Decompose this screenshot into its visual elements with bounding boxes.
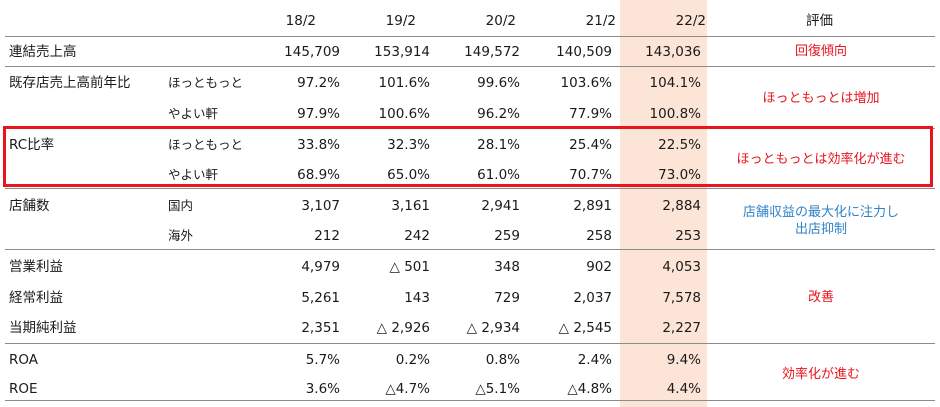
value-cell: 3.6% <box>305 381 340 397</box>
row-label: 連結売上高 <box>9 44 77 60</box>
value-cell: 68.9% <box>297 167 340 183</box>
value-cell: 149,572 <box>464 44 520 60</box>
evaluation-header: 評価 <box>806 13 833 29</box>
row-sublabel: 海外 <box>168 228 194 243</box>
year-header-5: 22/2 <box>675 13 706 29</box>
value-cell: 73.0% <box>658 167 701 183</box>
value-cell: △4.7% <box>385 381 430 397</box>
value-cell: 145,709 <box>284 44 340 60</box>
comment-sales: 回復傾向 <box>794 44 847 59</box>
rc-ratio-highlight-box <box>3 126 933 187</box>
row-label: 既存店売上高前年比 <box>9 75 131 91</box>
value-cell: 2,037 <box>573 290 612 306</box>
comment-stores-1: 店舗収益の最大化に注力し <box>742 205 899 220</box>
fy22-highlight-column <box>620 0 707 407</box>
row-sublabel: ほっともっと <box>168 137 244 152</box>
comment-rc-ratio: ほっともっとは効率化が進む <box>736 152 906 167</box>
value-cell: 2,891 <box>573 198 612 214</box>
divider <box>5 400 935 401</box>
value-cell: 4,053 <box>662 259 701 275</box>
value-cell: 153,914 <box>374 44 430 60</box>
value-cell: 9.4% <box>666 352 701 368</box>
divider <box>5 188 935 189</box>
value-cell: 4.4% <box>666 381 701 397</box>
year-header-4: 21/2 <box>585 13 616 29</box>
value-cell: 61.0% <box>477 167 520 183</box>
value-cell: △ 2,545 <box>558 320 612 336</box>
year-header-1: 18/2 <box>285 13 316 29</box>
row-label: ROA <box>9 352 39 368</box>
comment-profit: 改善 <box>807 290 834 305</box>
year-header-3: 20/2 <box>485 13 516 29</box>
value-cell: △ 2,934 <box>466 320 520 336</box>
value-cell: 97.9% <box>297 106 340 122</box>
row-sublabel: やよい軒 <box>168 106 219 121</box>
value-cell: 103.6% <box>560 75 612 91</box>
value-cell: 22.5% <box>658 137 701 153</box>
comment-existing-store: ほっともっとは増加 <box>762 91 880 106</box>
value-cell: 4,979 <box>301 259 340 275</box>
value-cell: 242 <box>404 228 430 244</box>
value-cell: 729 <box>494 290 520 306</box>
row-label: 店舗数 <box>9 198 50 214</box>
value-cell: 7,578 <box>662 290 701 306</box>
value-cell: 0.8% <box>485 352 520 368</box>
value-cell: 2,884 <box>662 198 701 214</box>
comment-efficiency: 効率化が進む <box>781 367 860 382</box>
value-cell: △4.8% <box>567 381 612 397</box>
row-label: 経常利益 <box>9 290 63 306</box>
value-cell: 3,161 <box>391 198 430 214</box>
comment-stores-2: 出店抑制 <box>794 222 847 237</box>
value-cell: 902 <box>586 259 612 275</box>
value-cell: △5.1% <box>475 381 520 397</box>
value-cell: 32.3% <box>387 137 430 153</box>
value-cell: 2,941 <box>481 198 520 214</box>
value-cell: 5.7% <box>305 352 340 368</box>
value-cell: 70.7% <box>569 167 612 183</box>
value-cell: 2,351 <box>301 320 340 336</box>
value-cell: 28.1% <box>477 137 520 153</box>
value-cell: 0.2% <box>395 352 430 368</box>
value-cell: 104.1% <box>649 75 701 91</box>
year-header-2: 19/2 <box>385 13 416 29</box>
value-cell: 143 <box>404 290 430 306</box>
value-cell: 33.8% <box>297 137 340 153</box>
value-cell: 65.0% <box>387 167 430 183</box>
row-sublabel: 国内 <box>168 198 194 213</box>
value-cell: 212 <box>314 228 340 244</box>
row-label: ROE <box>9 381 38 397</box>
row-label: 当期純利益 <box>9 320 77 336</box>
value-cell: 77.9% <box>569 106 612 122</box>
value-cell: 96.2% <box>477 106 520 122</box>
divider <box>5 36 935 37</box>
value-cell: 143,036 <box>645 44 701 60</box>
value-cell: △ 501 <box>389 259 430 275</box>
divider <box>5 66 935 67</box>
value-cell: 348 <box>494 259 520 275</box>
value-cell: 3,107 <box>301 198 340 214</box>
value-cell: 100.8% <box>649 106 701 122</box>
row-sublabel: やよい軒 <box>168 167 219 182</box>
value-cell: 258 <box>586 228 612 244</box>
row-label: RC比率 <box>9 137 55 153</box>
value-cell: 253 <box>675 228 701 244</box>
value-cell: △ 2,926 <box>376 320 430 336</box>
divider <box>5 343 935 344</box>
value-cell: 259 <box>494 228 520 244</box>
value-cell: 2,227 <box>662 320 701 336</box>
value-cell: 140,509 <box>556 44 612 60</box>
divider <box>5 249 935 250</box>
row-label: 営業利益 <box>9 259 63 275</box>
value-cell: 100.6% <box>378 106 430 122</box>
value-cell: 97.2% <box>297 75 340 91</box>
value-cell: 2.4% <box>577 352 612 368</box>
value-cell: 25.4% <box>569 137 612 153</box>
value-cell: 5,261 <box>301 290 340 306</box>
row-sublabel: ほっともっと <box>168 75 244 90</box>
value-cell: 99.6% <box>477 75 520 91</box>
value-cell: 101.6% <box>378 75 430 91</box>
